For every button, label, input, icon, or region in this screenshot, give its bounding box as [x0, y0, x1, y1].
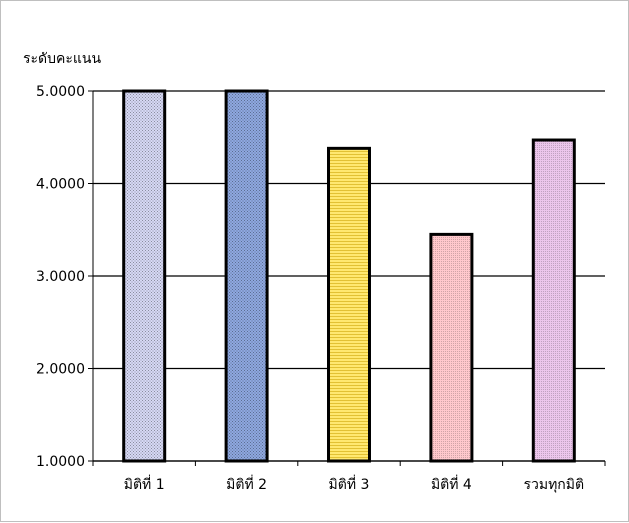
bar-texture [533, 140, 574, 461]
x-tick-labels: มิติที่ 1 มิติที่ 2 มิติที่ 3 มิติที่ 4 รวมท… [124, 475, 584, 493]
x-tick-label: มิติที่ 4 [431, 475, 472, 493]
y-tick-label: 4.0000 [36, 177, 85, 193]
bar-group [533, 140, 574, 461]
x-tick-label: รวมทุกมิติ [523, 477, 584, 493]
bar-texture [124, 91, 165, 461]
bar-texture [431, 234, 472, 461]
x-tick-label: มิติที่ 2 [226, 475, 267, 493]
bar-texture [329, 148, 370, 461]
x-tick-label: มิติที่ 1 [124, 475, 165, 493]
bar-group [226, 91, 267, 461]
y-tick-label: 3.0000 [36, 269, 85, 285]
bar-texture [226, 91, 267, 461]
y-axis-label: ระดับคะแนน [23, 51, 101, 67]
bar-group [124, 91, 165, 461]
bar-group [431, 234, 472, 461]
y-tick-label: 2.0000 [36, 362, 85, 378]
y-tick-labels: 1.0000 2.0000 3.0000 4.0000 5.0000 [36, 84, 85, 470]
x-tick-label: มิติที่ 3 [329, 475, 370, 493]
bar-group [329, 148, 370, 461]
y-tick-label: 1.0000 [36, 454, 85, 470]
y-tick-label: 5.0000 [36, 84, 85, 100]
